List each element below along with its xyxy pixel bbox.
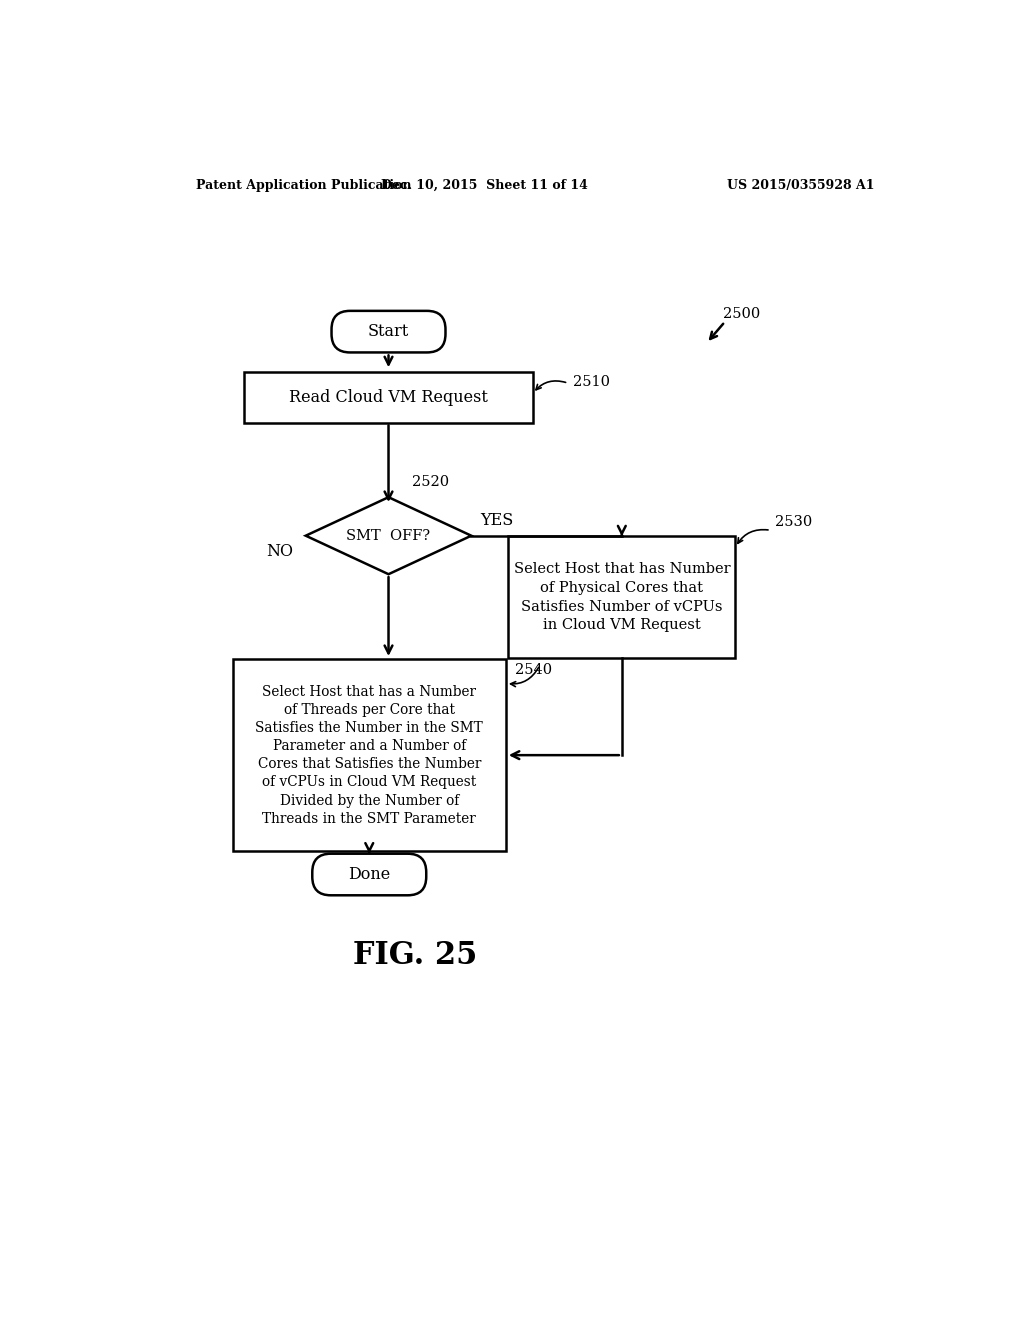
Text: SMT  OFF?: SMT OFF? bbox=[346, 529, 430, 543]
Text: FIG. 25: FIG. 25 bbox=[353, 940, 477, 970]
Text: 2520: 2520 bbox=[412, 475, 449, 490]
Text: Dec. 10, 2015  Sheet 11 of 14: Dec. 10, 2015 Sheet 11 of 14 bbox=[381, 178, 588, 191]
Text: US 2015/0355928 A1: US 2015/0355928 A1 bbox=[727, 178, 874, 191]
FancyBboxPatch shape bbox=[312, 854, 426, 895]
Bar bbox=[244, 372, 532, 422]
Text: 2500: 2500 bbox=[724, 308, 761, 321]
Bar bbox=[232, 659, 506, 851]
FancyBboxPatch shape bbox=[332, 312, 445, 352]
Text: NO: NO bbox=[266, 543, 294, 560]
Text: 2510: 2510 bbox=[572, 375, 610, 388]
Text: Done: Done bbox=[348, 866, 390, 883]
Bar bbox=[508, 536, 735, 659]
Polygon shape bbox=[306, 498, 471, 574]
Text: Select Host that has Number
of Physical Cores that
Satisfies Number of vCPUs
in : Select Host that has Number of Physical … bbox=[513, 562, 730, 632]
Text: Start: Start bbox=[368, 323, 410, 341]
Text: Select Host that has a Number
of Threads per Core that
Satisfies the Number in t: Select Host that has a Number of Threads… bbox=[255, 685, 483, 826]
Text: YES: YES bbox=[480, 512, 514, 529]
Text: Read Cloud VM Request: Read Cloud VM Request bbox=[289, 388, 488, 405]
Text: Patent Application Publication: Patent Application Publication bbox=[196, 178, 412, 191]
Text: 2530: 2530 bbox=[775, 515, 813, 529]
Text: 2540: 2540 bbox=[515, 663, 552, 677]
